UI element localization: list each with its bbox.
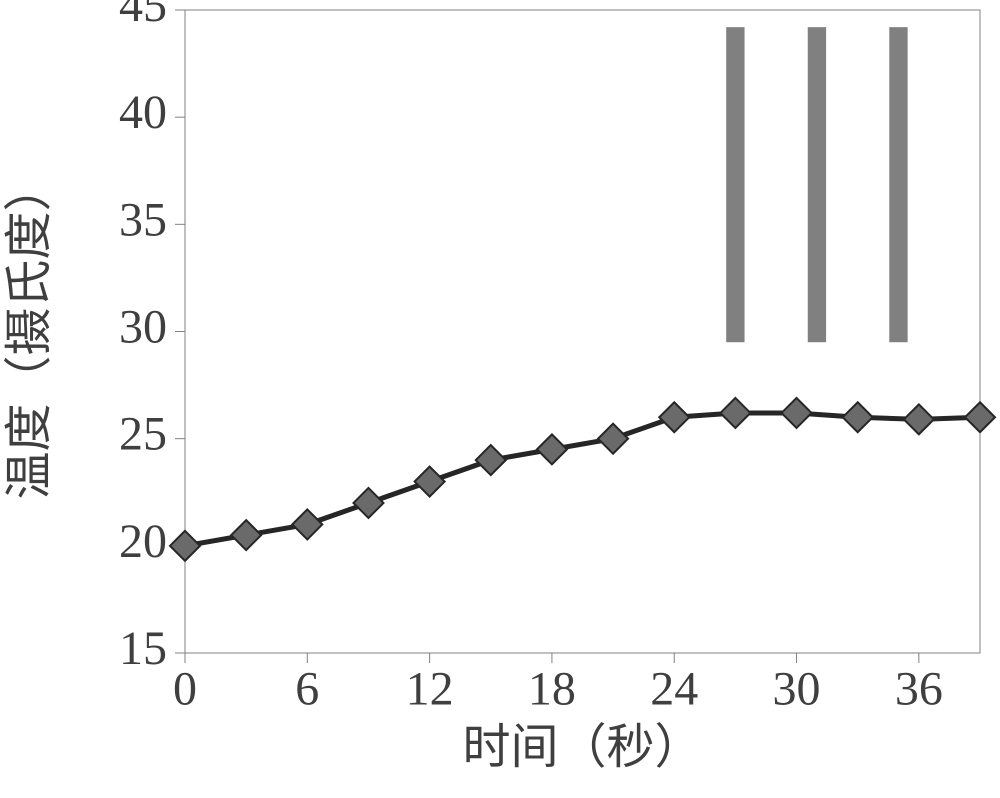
y-tick-label: 30 [119, 301, 167, 354]
x-tick-label: 0 [173, 663, 197, 716]
y-tick-label: 15 [119, 622, 167, 675]
y-tick-label: 45 [119, 0, 167, 32]
x-tick-label: 18 [528, 663, 576, 716]
x-tick-label: 6 [295, 663, 319, 716]
y-tick-label: 20 [119, 515, 167, 568]
x-tick-label: 24 [650, 663, 698, 716]
y-tick-label: 25 [119, 408, 167, 461]
y-tick-label: 35 [119, 193, 167, 246]
x-tick-label: 12 [406, 663, 454, 716]
chart-container: { "chart": { "type": "line+bar", "width"… [0, 0, 1000, 798]
bar [808, 27, 826, 342]
y-axis-title: 温度（摄氏度） [3, 163, 56, 499]
plot-area [185, 10, 980, 653]
y-tick-label: 40 [119, 86, 167, 139]
bar [889, 27, 907, 342]
x-axis-title: 时间（秒） [462, 721, 702, 774]
x-tick-label: 36 [895, 663, 943, 716]
bar [726, 27, 744, 342]
chart-svg: 15 20 25 30 35 40 45 0 6 12 18 24 30 36 温度（摄氏度） 时间（秒） [0, 0, 1000, 798]
x-tick-label: 30 [773, 663, 821, 716]
